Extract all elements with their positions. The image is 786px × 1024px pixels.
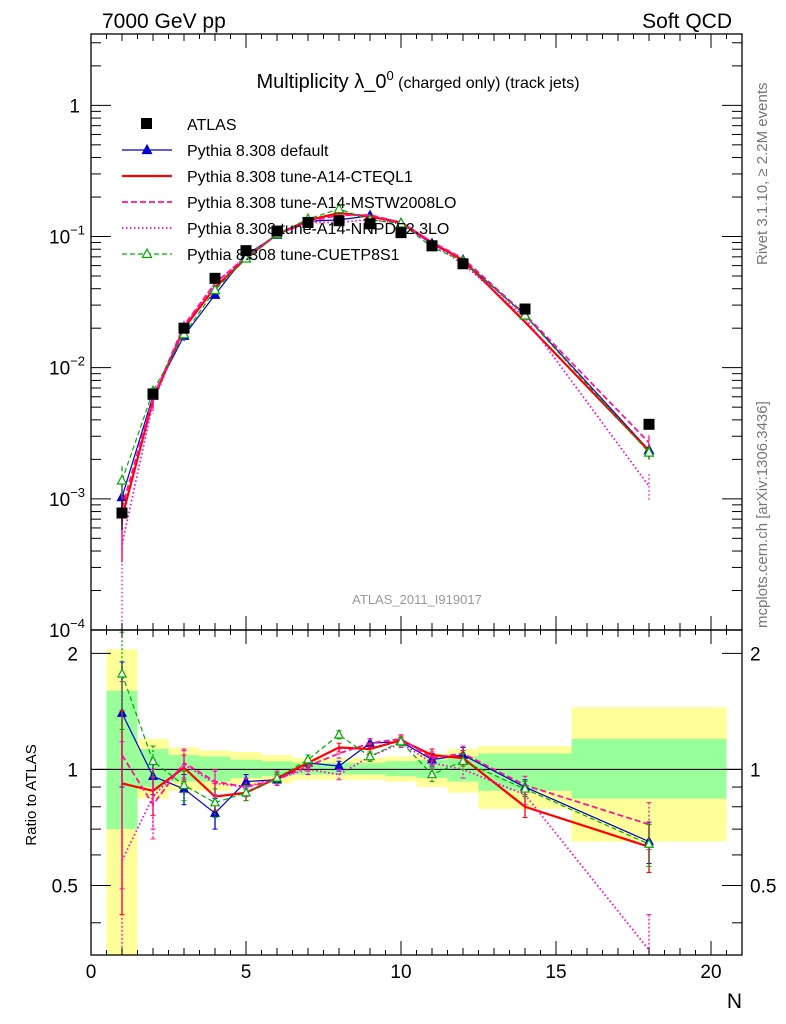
xtick-label-0: 0: [86, 962, 97, 983]
ytick-label-0: 10−4: [49, 616, 85, 642]
x-axis-label: N: [727, 990, 742, 1013]
band-inner-13: [571, 738, 727, 799]
series-marker-4-4: [240, 252, 252, 263]
data-point-4: [240, 245, 252, 257]
ratio-marker-4-5: [271, 772, 283, 782]
ratio-marker-0-3: [209, 807, 221, 817]
ratio-panel: 0 5 10 15 20 0.5 0.5 1 1 2 2 Ratio to ATLAS: [23, 629, 776, 983]
ratio-line-4: [121, 673, 650, 845]
data-point-0: [116, 507, 128, 519]
legend-label-4: Pythia 8.308 tune-CUETP8S1: [187, 247, 400, 264]
ratio-ytick-label-left-0: 0.5: [52, 876, 78, 897]
ratio-ytick-label-left-2: 2: [67, 644, 78, 665]
legend-label-1: Pythia 8.308 tune-A14-CTEQL1: [187, 169, 413, 186]
data-point-6: [302, 216, 314, 228]
ratio-marker-4-12: [519, 783, 531, 793]
series-marker-4-9: [395, 217, 407, 228]
ratio-marker-4-10: [426, 768, 438, 779]
ratio-marker-4-4: [240, 786, 252, 797]
data-point-3: [209, 272, 221, 284]
ytick-label-4: 1: [69, 96, 80, 117]
ratio-marker-4-8: [364, 750, 376, 761]
ratio-ylabel: Ratio to ATLAS: [23, 744, 40, 845]
legend-marker-4: [141, 247, 153, 259]
legend-marker-0: [141, 143, 153, 155]
series-marker-4-13: [643, 446, 655, 457]
data-point-13: [643, 418, 655, 430]
ratio-ytick-label-right-0: 0.5: [750, 876, 776, 897]
series-marker-4-12: [519, 309, 531, 320]
ratio-ytick-label-right-2: 2: [750, 644, 761, 665]
band-inner-9: [385, 761, 417, 777]
xtick-label-2: 10: [390, 962, 411, 983]
watermark: ATLAS_2011_I919017: [352, 592, 482, 607]
side-text-top: Rivet 3.1.10, ≥ 2.2M events: [754, 83, 771, 266]
ratio-marker-4-11: [457, 755, 469, 766]
header-left: 7000 GeV pp: [102, 10, 226, 33]
ratio-line-1: [121, 739, 650, 848]
ratio-axes: 0 5 10 15 20 0.5 0.5 1 1 2 2: [52, 629, 776, 983]
ytick-label-3: 10−1: [49, 223, 85, 249]
ratio-ytick-label-right-1: 1: [750, 760, 761, 781]
data-point-1: [147, 388, 159, 400]
ytick-label-2: 10−2: [49, 354, 85, 380]
series-line-1: [120, 211, 650, 518]
ratio-line-0: [121, 712, 650, 843]
legend-label-2: Pythia 8.308 tune-A14-MSTW2008LO: [187, 195, 456, 212]
data-point-11: [457, 258, 469, 270]
ratio-series-layer: [91, 631, 742, 956]
data-point-7: [333, 215, 345, 227]
xtick-label-1: 5: [241, 962, 252, 983]
legend-label-3: Pythia 8.308 tune-A14-NNPDF2.3LO: [187, 221, 449, 238]
chart-title: Multiplicity λ_00 (charged only) (track …: [256, 68, 579, 93]
ratio-marker-4-13: [643, 838, 655, 848]
data-point-12: [519, 303, 531, 315]
data-point-2: [178, 322, 190, 334]
series-marker-4-3: [209, 283, 221, 295]
series-marker-4-0: [116, 474, 128, 485]
ratio-marker-4-0: [116, 668, 128, 678]
ratio-marker-4-3: [209, 796, 221, 807]
side-text-bottom: mcplots.cern.ch [arXiv:1306.3436]: [754, 401, 771, 628]
ratio-marker-4-1: [147, 755, 159, 766]
header-right: Soft QCD: [642, 10, 732, 33]
ratio-marker-4-2: [178, 779, 190, 789]
data-point-5: [271, 225, 283, 237]
series-line-3: [121, 218, 650, 545]
legend: ATLAS Pythia 8.308 default Pythia 8.308 tu…: [122, 117, 456, 264]
legend-label-data: ATLAS: [187, 117, 237, 134]
ratio-marker-4-7: [333, 728, 345, 739]
xtick-label-3: 15: [545, 962, 566, 983]
series-marker-4-7: [333, 202, 345, 214]
data-layer: [116, 215, 655, 530]
legend-label-0: Pythia 8.308 default: [187, 143, 329, 160]
data-point-9: [395, 227, 407, 239]
ratio-ytick-label-left-1: 1: [67, 760, 78, 781]
legend-marker-data: [141, 118, 152, 129]
main-panel: 10−4 10−3 10−2 10−1 1 Multiplicity λ_00 (cha…: [49, 33, 743, 642]
ytick-label-1: 10−3: [49, 485, 85, 511]
band-inner-8: [354, 762, 386, 775]
ratio-marker-4-6: [302, 753, 314, 764]
band-inner-5: [261, 761, 293, 777]
data-point-8: [364, 218, 376, 230]
data-point-10: [426, 240, 438, 252]
xtick-label-4: 20: [700, 962, 721, 983]
ratio-marker-4-9: [395, 735, 407, 746]
